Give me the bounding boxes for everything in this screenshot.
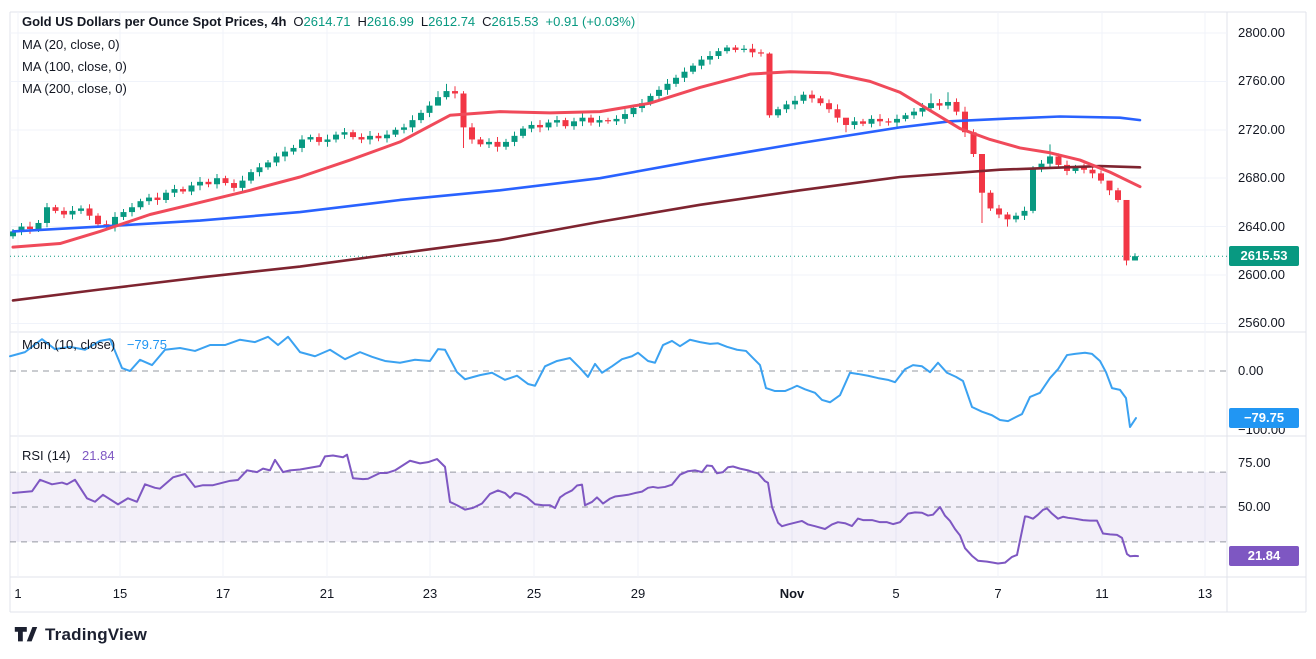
rsi-axis-label: 75.00 <box>1238 455 1271 471</box>
time-axis-label: 15 <box>112 586 128 601</box>
time-axis-label: 25 <box>526 586 542 601</box>
ohlc-values: O2614.71 H2616.99 L2612.74 C2615.53 <box>286 14 538 29</box>
ohlc-field-value: 2614.71 <box>303 14 351 29</box>
momentum-axis-label: 0.00 <box>1238 363 1264 378</box>
change-value: +0.91 (+0.03%) <box>545 14 636 29</box>
ohlc-field-value: 2612.74 <box>428 14 476 29</box>
price-axis-label: 2600.00 <box>1238 267 1285 282</box>
rsi-legend: RSI (14) 21.84 <box>22 448 115 463</box>
momentum-legend-value: −79.75 <box>126 337 167 352</box>
momentum-legend-label: Mom (10, close) <box>22 337 116 352</box>
time-axis-label: 21 <box>319 586 335 601</box>
last-price-badge: 2615.53 <box>1229 246 1299 267</box>
ohlc-field-key: C <box>482 14 492 29</box>
ma100-legend: MA (100, close, 0) <box>22 59 127 74</box>
ohlc-field-key: H <box>357 14 367 29</box>
rsi-legend-value: 21.84 <box>82 448 115 463</box>
rsi-value-badge: 21.84 <box>1229 546 1299 567</box>
tradingview-brand-text: TradingView <box>45 625 148 644</box>
tradingview-logo-icon <box>14 627 38 642</box>
time-axis-label: 5 <box>892 586 900 601</box>
time-axis-label: 13 <box>1197 586 1213 601</box>
ohlc-field-key: O <box>293 14 304 29</box>
tradingview-watermark[interactable]: TradingView <box>14 624 147 646</box>
price-axis-label: 2560.00 <box>1238 315 1285 331</box>
symbol-title: Gold US Dollars per Ounce Spot Prices, 4… <box>22 14 287 29</box>
time-axis-label: 17 <box>215 586 231 601</box>
price-axis-label: 2680.00 <box>1238 170 1285 186</box>
momentum-legend: Mom (10, close) −79.75 <box>22 337 167 352</box>
rsi-axis-label: 50.00 <box>1238 499 1271 514</box>
price-axis[interactable] <box>1227 12 1306 612</box>
time-axis-label: 7 <box>994 586 1002 601</box>
momentum-value-badge: −79.75 <box>1229 408 1299 429</box>
rsi-legend-label: RSI (14) <box>22 448 71 463</box>
price-axis-label: 2720.00 <box>1238 121 1285 137</box>
ohlc-field-value: 2615.53 <box>491 14 539 29</box>
time-axis-label: Nov <box>779 586 805 601</box>
symbol-legend: Gold US Dollars per Ounce Spot Prices, 4… <box>22 14 635 29</box>
ma200-legend: MA (200, close, 0) <box>22 81 127 96</box>
price-axis-label: 2760.00 <box>1238 73 1285 89</box>
time-axis-label: 29 <box>630 586 646 601</box>
price-axis-label: 2800.00 <box>1238 25 1285 40</box>
ma20-legend: MA (20, close, 0) <box>22 37 120 52</box>
ohlc-field-value: 2616.99 <box>366 14 414 29</box>
time-axis[interactable] <box>10 578 1227 612</box>
ohlc-field-key: L <box>420 14 429 29</box>
price-axis-label: 2640.00 <box>1238 218 1285 234</box>
time-axis-label: 23 <box>422 586 438 601</box>
time-axis-label: 1 <box>14 586 22 601</box>
time-axis-label: 11 <box>1095 586 1109 601</box>
